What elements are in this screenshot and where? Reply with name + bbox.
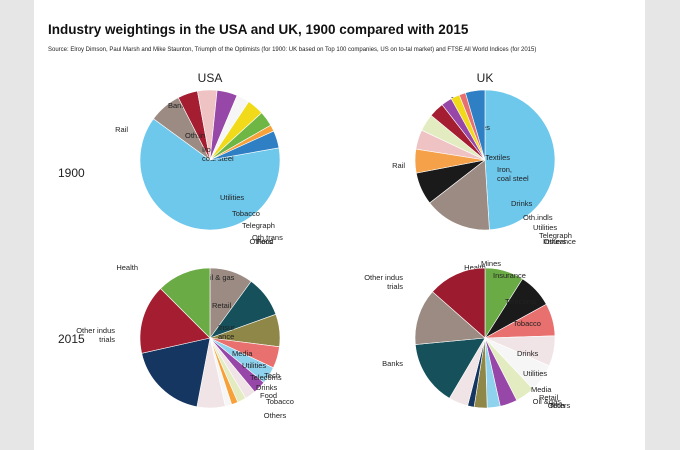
- slice-label-food: Food: [260, 391, 277, 400]
- pie-slice-tech: [141, 337, 211, 408]
- slice-label-utilities: Utilities: [523, 369, 547, 378]
- slice-label-oth-indls: Oth.indls: [185, 131, 215, 140]
- slice-label-utilities: Utilities: [533, 223, 557, 232]
- slice-label-media: Media: [531, 385, 552, 394]
- slice-label-iron-coal-steel: Iron, coal steel: [497, 165, 529, 183]
- pie-slice-banks: [414, 291, 486, 345]
- slice-label-tobacco: Tobacco: [266, 397, 294, 406]
- column-header-uk: UK: [477, 71, 494, 85]
- slice-label-rail: Rail: [392, 161, 405, 170]
- slice-label-oil-gas: Oil &gas: [533, 397, 562, 406]
- row-header-1900: 1900: [58, 166, 85, 180]
- slice-label-banks: Banks: [168, 101, 189, 110]
- slice-label-mines: Mines: [481, 259, 501, 268]
- slice-label-drinks: Drinks: [511, 199, 533, 208]
- slice-label-rail: Rail: [115, 125, 128, 134]
- slice-label-textiles: Textiles: [485, 153, 510, 162]
- slice-label-tech: Tech: [264, 371, 280, 380]
- slice-label-telecoms: Telecoms: [250, 373, 282, 382]
- column-header-usa: USA: [198, 71, 223, 85]
- pie-slice-rail: [139, 118, 281, 231]
- pie-uk-1900: RailBanksMinesTextilesIron,coal steelDri…: [392, 89, 576, 246]
- slice-label-food: Food: [256, 237, 273, 246]
- slice-label-telegraph: Telegraph: [539, 231, 572, 240]
- pie-slice-others: [465, 89, 486, 161]
- slice-label-insur-ance: Insur ance: [218, 323, 235, 341]
- slice-label-oil-gas: Oil & gas: [204, 273, 235, 282]
- slice-label-tobacco: Tobacco: [513, 319, 541, 328]
- pie-slice-health: [160, 267, 211, 339]
- slice-label-others: Others: [548, 401, 571, 410]
- slice-label-tech: Tech: [549, 401, 565, 410]
- slice-label-insurance: Insurance: [543, 237, 576, 246]
- slice-label-media: Media: [232, 349, 253, 358]
- slice-label-others: Others: [544, 237, 567, 246]
- pie-slice-others: [209, 130, 280, 161]
- pie-slice-banks: [429, 159, 490, 231]
- pie-slice-rail: [484, 89, 556, 231]
- pie-slice-oil-gas: [414, 337, 486, 399]
- slice-label-other-indus-trials: Other indus trials: [76, 326, 115, 344]
- slice-label-drinks: Drinks: [517, 349, 539, 358]
- slice-label-drinks: Drinks: [256, 383, 278, 392]
- row-header-2015: 2015: [58, 332, 85, 346]
- slice-label-telegraph: Telegraph: [242, 221, 275, 230]
- pie-slice-other-indus-trials: [432, 267, 486, 339]
- slice-label-oth-trans: Oth.trans: [252, 233, 283, 242]
- slice-label-insurance: Insurance: [493, 271, 526, 280]
- source-note: Source: Elroy Dimson, Paul Marsh and Mik…: [48, 47, 537, 53]
- slice-label-others: Others: [249, 237, 272, 246]
- slice-label-oth-indls: Oth.indls: [523, 213, 553, 222]
- pie-usa-2015: BanksOil & gasRetailInsuranceMediaUtilit…: [76, 263, 294, 420]
- slice-label-health: Health: [116, 263, 138, 272]
- slice-label-utilities: Utilities: [220, 193, 244, 202]
- pie-slice-other-indus-trials: [139, 288, 211, 354]
- slice-label-others: Others: [264, 411, 287, 420]
- slice-label-tobacco: Tobacco: [232, 209, 260, 218]
- slice-label-utilities: Utilities: [242, 361, 266, 370]
- slice-label-other-indus-trials: Other indus trials: [364, 273, 403, 291]
- slice-label-banks: Banks: [382, 359, 403, 368]
- chart-title: Industry weightings in the USA and UK, 1…: [48, 22, 469, 37]
- slice-label-health: Health: [464, 263, 486, 272]
- slice-label-retail: Retail: [212, 301, 232, 310]
- slice-label-retail: Retail: [539, 393, 559, 402]
- slice-label-telecoms: Telecoms: [505, 297, 537, 306]
